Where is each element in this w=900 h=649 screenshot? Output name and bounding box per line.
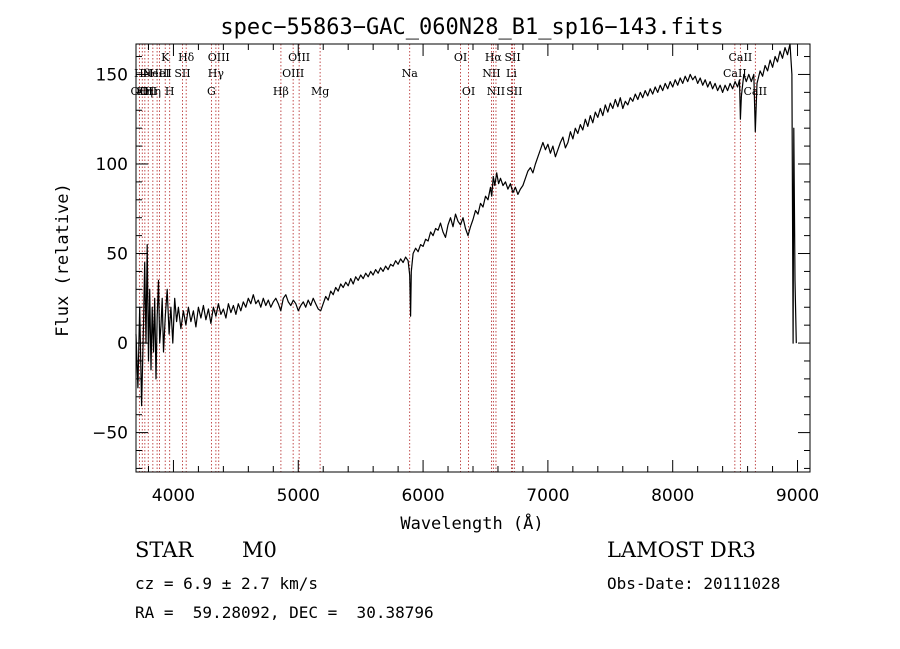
line-marker-label-7: K bbox=[161, 51, 170, 64]
x-tick-label-8000: 8000 bbox=[651, 486, 694, 506]
y-tick-label-50: 50 bbox=[106, 245, 128, 265]
line-marker-label-18: Na bbox=[402, 67, 419, 80]
line-marker-label-23: NII bbox=[487, 85, 505, 98]
line-marker-label-3: OII bbox=[139, 85, 157, 98]
coordinates-text: RA = 59.28092, DEC = 30.38796 bbox=[135, 603, 434, 622]
line-marker-label-5: NeIII bbox=[143, 67, 172, 80]
x-axis-label: Wavelength (Å) bbox=[400, 512, 543, 534]
object-class: STAR bbox=[135, 538, 194, 562]
line-marker-label-14: Hβ bbox=[273, 85, 289, 98]
line-marker-label-22: Hα bbox=[485, 51, 503, 64]
line-marker-label-24: Li bbox=[506, 67, 517, 80]
line-marker-label-21: NII bbox=[482, 67, 500, 80]
y-tick-label-150: 150 bbox=[96, 65, 128, 85]
plot-frame bbox=[135, 43, 811, 473]
line-marker-label-4: Hη bbox=[145, 85, 161, 98]
y-tick-label-0: 0 bbox=[117, 334, 128, 354]
line-marker-label-9: SII bbox=[174, 67, 190, 80]
line-marker-label-11: G bbox=[207, 85, 216, 98]
line-marker-label-27: CaII bbox=[723, 67, 747, 80]
line-marker-group bbox=[138, 44, 756, 472]
line-marker-label-16: OIII bbox=[288, 51, 310, 64]
line-marker-label-0: OII bbox=[131, 85, 149, 98]
line-marker-label-15: OIII bbox=[282, 67, 304, 80]
y-tick-label--50: −50 bbox=[92, 424, 128, 444]
line-marker-label-19: OI bbox=[454, 51, 467, 64]
x-tick-label-4000: 4000 bbox=[152, 486, 195, 506]
object-subclass: M0 bbox=[242, 538, 277, 562]
obs-date-text: Obs-Date: 20111028 bbox=[607, 574, 781, 593]
x-tick-label-5000: 5000 bbox=[277, 486, 320, 506]
line-marker-label-1: Hθ bbox=[134, 67, 151, 80]
x-tick-label-7000: 7000 bbox=[526, 486, 569, 506]
line-marker-label-6: HeI bbox=[149, 67, 169, 80]
line-marker-label-20: OI bbox=[462, 85, 475, 98]
y-axis-label: Flux (relative) bbox=[53, 183, 73, 337]
line-marker-label-29: CaII bbox=[743, 85, 767, 98]
line-marker-label-8: H bbox=[165, 85, 175, 98]
spectrum-line-group bbox=[135, 43, 797, 407]
line-marker-label-13: OIII bbox=[208, 51, 230, 64]
line-marker-label-17: Mg bbox=[311, 85, 329, 98]
line-marker-label-28: CaII bbox=[729, 51, 753, 64]
line-marker-label-12: Hγ bbox=[208, 67, 225, 80]
x-tick-label-9000: 9000 bbox=[776, 486, 819, 506]
x-tick-label-6000: 6000 bbox=[401, 486, 444, 506]
line-marker-label-2: Hη bbox=[137, 85, 153, 98]
line-marker-label-25: SII bbox=[504, 51, 520, 64]
chart-title: spec−55863−GAC_060N28_B1_sp16−143.fits bbox=[220, 15, 723, 40]
velocity-text: cz = 6.9 ± 2.7 km/s bbox=[135, 574, 319, 593]
line-marker-label-10: Hδ bbox=[178, 51, 195, 64]
axes-group: 4000 5000 6000 7000 8000 9000 −50 0 50 100 150 bbox=[92, 43, 819, 506]
survey-name: LAMOST DR3 bbox=[607, 538, 756, 562]
spectrum-line-0 bbox=[135, 43, 797, 407]
y-tick-label-100: 100 bbox=[96, 155, 128, 175]
line-marker-label-26: SII bbox=[506, 85, 522, 98]
